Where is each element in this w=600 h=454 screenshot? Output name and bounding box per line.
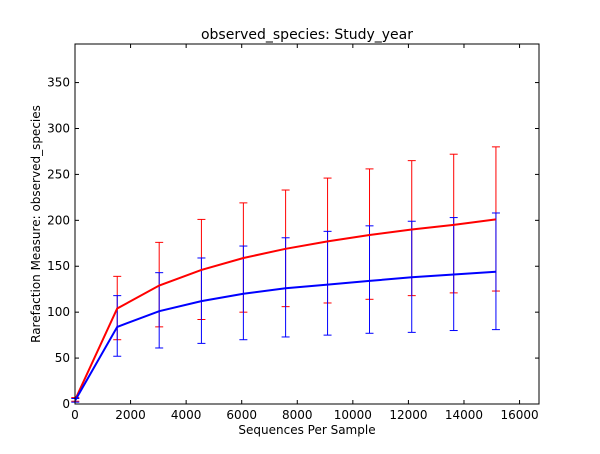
x-tick-label: 8000 (282, 408, 313, 422)
y-tick-label: 200 (47, 213, 70, 227)
plot-frame (74, 43, 540, 405)
x-tick-label: 10000 (334, 408, 372, 422)
series-line-1 (74, 270, 496, 401)
y-tick-label: 300 (47, 121, 70, 135)
x-tick-label: 12000 (389, 408, 427, 422)
y-tick-label: 150 (47, 259, 70, 273)
x-tick-label: 2000 (115, 408, 146, 422)
chart-title: observed_species: Study_year (201, 27, 413, 43)
x-tick-label: 16000 (500, 408, 538, 422)
x-tick-label: 4000 (171, 408, 202, 422)
x-tick-label: 0 (71, 408, 79, 422)
x-tick-label: 14000 (445, 408, 483, 422)
y-tick-label: 50 (55, 351, 70, 365)
y-tick-label: 250 (47, 167, 70, 181)
plot-area: 0 2000 4000 6000 8000 10000 12000 14000 16000 0 50… (47, 43, 540, 422)
x-tick-label: 6000 (226, 408, 257, 422)
y-tick-label: 350 (47, 76, 70, 90)
y-axis-label: Rarefaction Measure: observed_species (29, 105, 43, 343)
y-tick-label: 100 (47, 305, 70, 319)
x-axis-label: Sequences Per Sample (238, 423, 375, 437)
y-tick-label: 0 (62, 397, 70, 411)
series-line-0 (74, 218, 497, 400)
